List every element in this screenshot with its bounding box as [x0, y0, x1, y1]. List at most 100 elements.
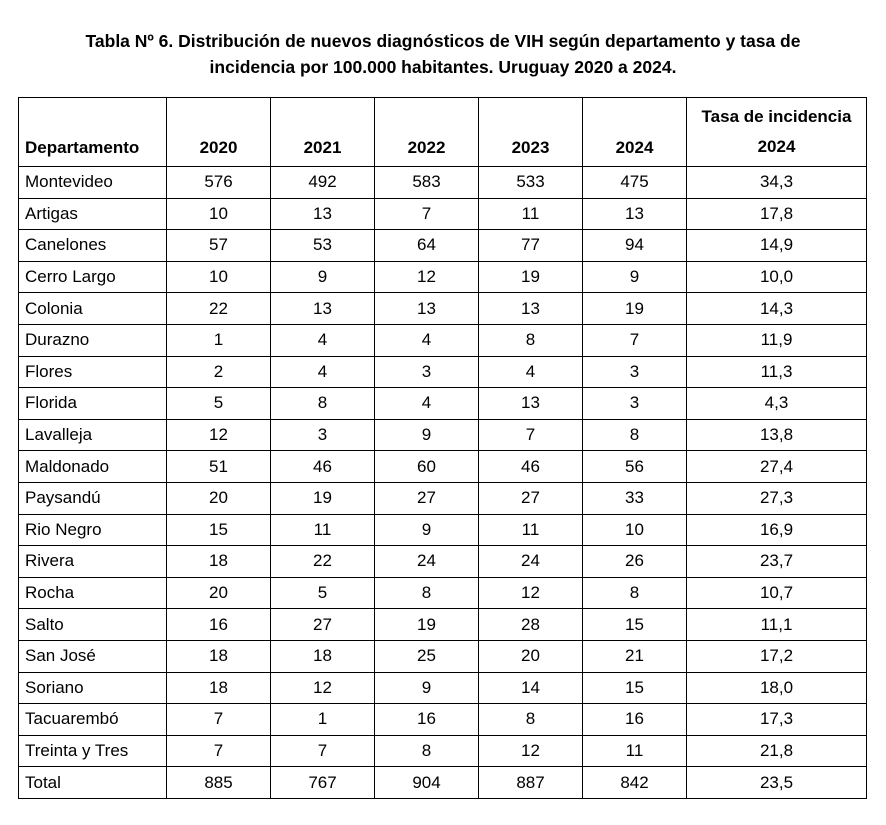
department-cell: Lavalleja	[18, 418, 167, 452]
caption-line-2: incidencia por 100.000 habitantes. Urugu…	[209, 57, 677, 77]
table-row: Flores 2 4 3 4 3 11,3	[18, 355, 867, 389]
count-cell-2020: 10	[166, 260, 271, 294]
rate-cell: 17,3	[686, 703, 867, 736]
department-cell: Canelones	[18, 229, 167, 262]
count-cell-2020: 885	[166, 766, 271, 799]
caption-line-1: Tabla Nº 6. Distribución de nuevos diagn…	[85, 31, 801, 51]
rate-cell: 4,3	[686, 387, 867, 420]
count-cell-2022: 9	[374, 671, 479, 705]
count-cell-2022: 8	[374, 576, 479, 610]
header-2021: 2021	[270, 97, 375, 167]
count-cell-2021: 12	[270, 671, 375, 705]
count-cell-2024: 15	[582, 608, 687, 641]
count-cell-2024: 3	[582, 355, 687, 389]
table-row: Artigas 10 13 7 11 13 17,8	[18, 197, 867, 231]
count-cell-2020: 18	[166, 671, 271, 705]
count-cell-2024: 33	[582, 481, 687, 515]
rate-cell: 27,3	[686, 481, 867, 515]
header-2024: 2024	[582, 97, 687, 167]
count-cell-2022: 12	[374, 260, 479, 294]
table-row: Treinta y Tres 7 7 8 12 11 21,8	[18, 734, 867, 768]
count-cell-2020: 7	[166, 703, 271, 736]
count-cell-2022: 19	[374, 608, 479, 641]
count-cell-2021: 492	[270, 166, 375, 199]
department-cell: Paysandú	[18, 481, 167, 515]
count-cell-2024: 26	[582, 545, 687, 578]
table-body: Montevideo 576 492 583 533 475 34,3 Artigas 10 13…	[18, 166, 867, 799]
header-row: Departamento 2020 2021 2022 2023 2024 Ta…	[18, 97, 867, 167]
count-cell-2024: 10	[582, 513, 687, 547]
count-cell-2023: 8	[478, 703, 583, 736]
table-row: Tacuarembó 7 1 16 8 16 17,3	[18, 703, 867, 736]
count-cell-2024: 19	[582, 292, 687, 325]
rate-cell: 11,3	[686, 355, 867, 389]
count-cell-2021: 767	[270, 766, 375, 799]
department-cell: Rocha	[18, 576, 167, 610]
table-row: Durazno 1 4 4 8 7 11,9	[18, 323, 867, 357]
count-cell-2020: 12	[166, 418, 271, 452]
count-cell-2024: 3	[582, 387, 687, 420]
count-cell-2022: 904	[374, 766, 479, 799]
count-cell-2023: 46	[478, 450, 583, 483]
count-cell-2020: 22	[166, 292, 271, 325]
department-cell: San José	[18, 639, 167, 673]
count-cell-2024: 7	[582, 323, 687, 357]
count-cell-2020: 1	[166, 323, 271, 357]
count-cell-2020: 576	[166, 166, 271, 199]
count-cell-2020: 57	[166, 229, 271, 262]
count-cell-2021: 8	[270, 387, 375, 420]
rate-cell: 10,7	[686, 576, 867, 610]
rate-cell: 34,3	[686, 166, 867, 199]
count-cell-2023: 14	[478, 671, 583, 705]
table-row: Maldonado 51 46 60 46 56 27,4	[18, 450, 867, 483]
count-cell-2021: 9	[270, 260, 375, 294]
count-cell-2024: 475	[582, 166, 687, 199]
header-department: Departamento	[18, 97, 167, 167]
count-cell-2023: 77	[478, 229, 583, 262]
count-cell-2020: 18	[166, 639, 271, 673]
count-cell-2022: 3	[374, 355, 479, 389]
rate-cell: 21,8	[686, 734, 867, 768]
count-cell-2024: 8	[582, 576, 687, 610]
table-row: Salto 16 27 19 28 15 11,1	[18, 608, 867, 641]
count-cell-2022: 25	[374, 639, 479, 673]
count-cell-2024: 56	[582, 450, 687, 483]
hiv-diagnoses-table: Departamento 2020 2021 2022 2023 2024 Ta…	[18, 97, 867, 799]
count-cell-2020: 2	[166, 355, 271, 389]
department-cell: Durazno	[18, 323, 167, 357]
count-cell-2024: 21	[582, 639, 687, 673]
count-cell-2020: 7	[166, 734, 271, 768]
rate-cell: 16,9	[686, 513, 867, 547]
count-cell-2022: 4	[374, 387, 479, 420]
count-cell-2020: 20	[166, 481, 271, 515]
table-row: Rivera 18 22 24 24 26 23,7	[18, 545, 867, 578]
rate-cell: 14,9	[686, 229, 867, 262]
count-cell-2022: 7	[374, 197, 479, 231]
rate-cell: 17,2	[686, 639, 867, 673]
department-cell: Total	[18, 766, 167, 799]
rate-cell: 27,4	[686, 450, 867, 483]
count-cell-2021: 4	[270, 355, 375, 389]
department-cell: Tacuarembó	[18, 703, 167, 736]
count-cell-2021: 18	[270, 639, 375, 673]
rate-cell: 23,7	[686, 545, 867, 578]
count-cell-2023: 533	[478, 166, 583, 199]
rate-cell: 10,0	[686, 260, 867, 294]
table-row: Cerro Largo 10 9 12 19 9 10,0	[18, 260, 867, 294]
table-row: Montevideo 576 492 583 533 475 34,3	[18, 166, 867, 199]
count-cell-2022: 8	[374, 734, 479, 768]
table-row: Florida 5 8 4 13 3 4,3	[18, 387, 867, 420]
count-cell-2024: 8	[582, 418, 687, 452]
table-row: San José 18 18 25 20 21 17,2	[18, 639, 867, 673]
department-cell: Rivera	[18, 545, 167, 578]
count-cell-2024: 16	[582, 703, 687, 736]
count-cell-2020: 16	[166, 608, 271, 641]
total-row: Total 885 767 904 887 842 23,5	[18, 766, 867, 799]
count-cell-2023: 11	[478, 513, 583, 547]
rate-cell: 17,8	[686, 197, 867, 231]
count-cell-2023: 27	[478, 481, 583, 515]
count-cell-2024: 9	[582, 260, 687, 294]
header-rate-line-1: Tasa de incidencia	[701, 107, 852, 126]
rate-cell: 13,8	[686, 418, 867, 452]
count-cell-2021: 22	[270, 545, 375, 578]
